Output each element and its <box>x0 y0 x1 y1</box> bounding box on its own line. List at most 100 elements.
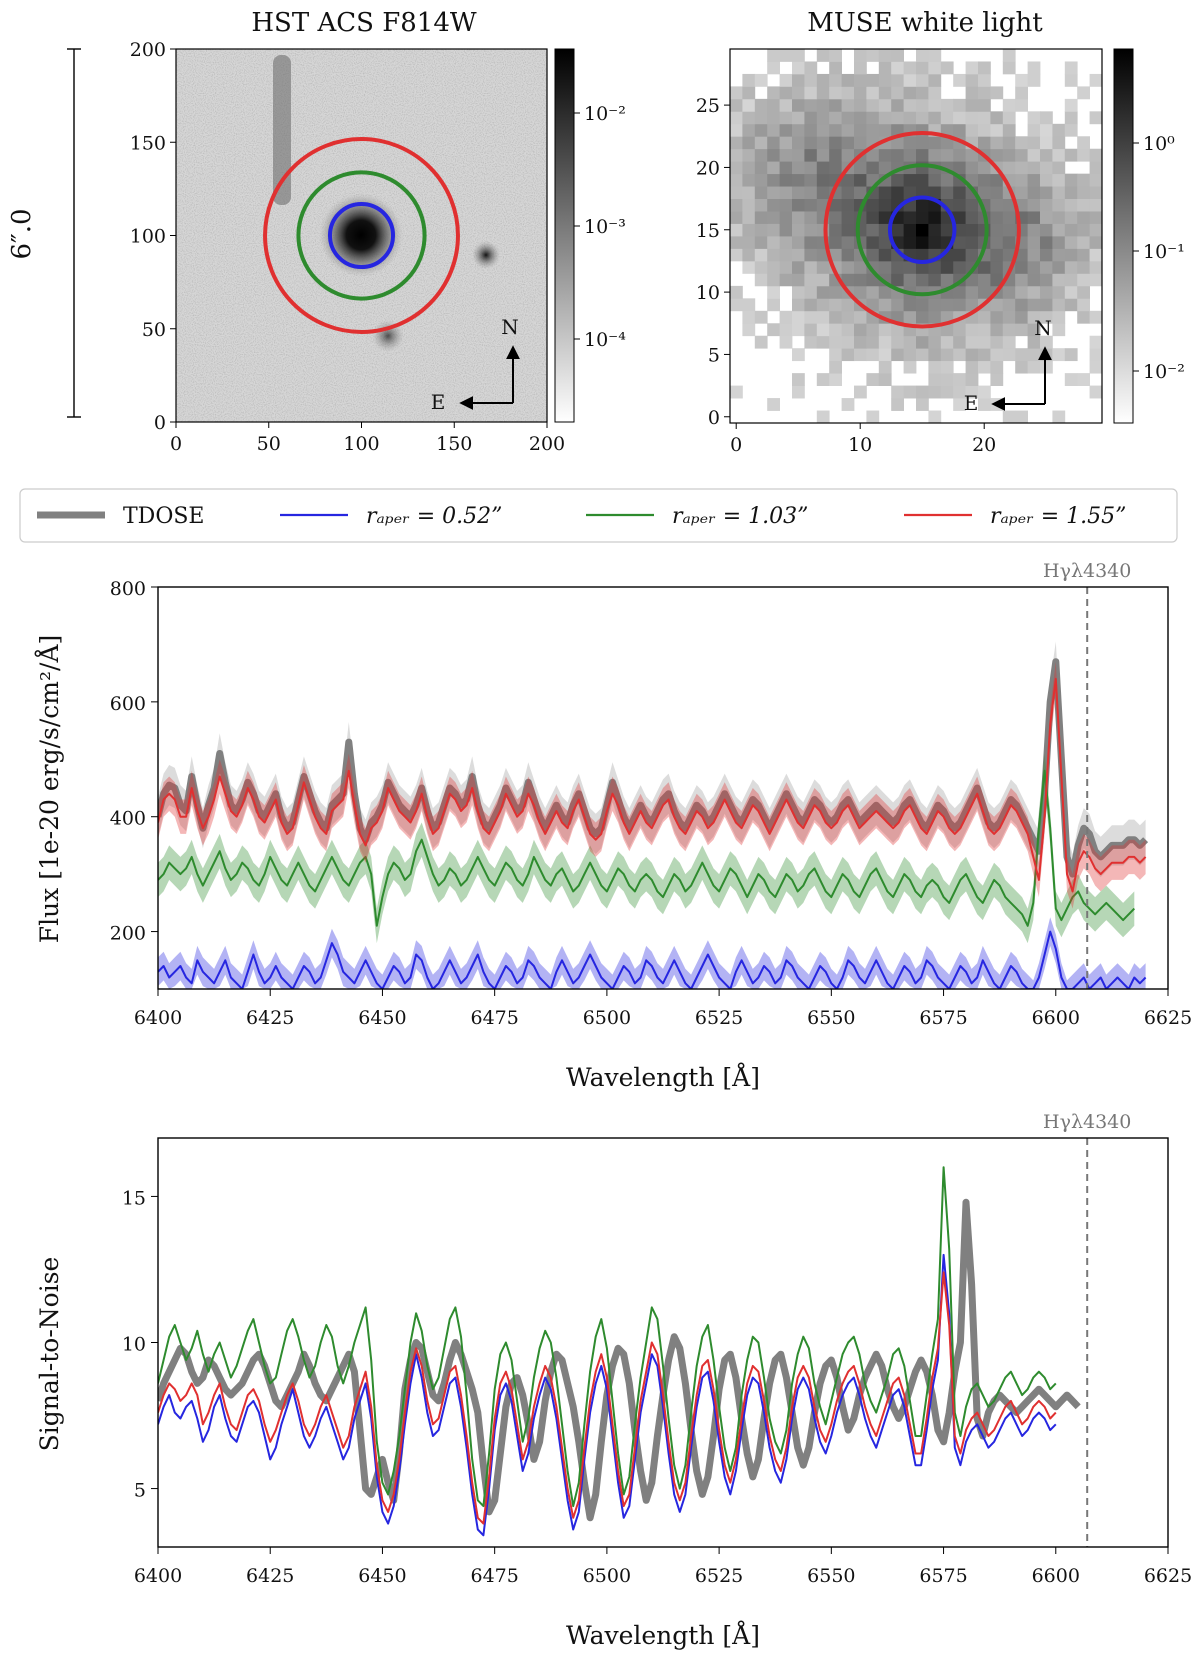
sn-line-label: Hγλ4340 <box>1043 1111 1131 1133</box>
muse-pixel <box>804 335 818 349</box>
muse-pixel <box>878 98 892 112</box>
muse-pixel <box>816 73 830 87</box>
muse-pixel <box>965 198 979 212</box>
muse-pixel <box>1015 136 1028 150</box>
hst-title: HST ACS F814W <box>251 8 477 38</box>
muse-pixel <box>767 173 780 187</box>
muse-pixel <box>804 273 818 287</box>
muse-pixel <box>841 298 855 312</box>
muse-pixel <box>940 136 954 150</box>
muse-pixel <box>829 86 842 100</box>
muse-pixel <box>1002 61 1016 75</box>
muse-pixels <box>730 49 1103 424</box>
sn-xtick-label: 6625 <box>1144 1565 1192 1587</box>
muse-pixel <box>1089 248 1103 262</box>
hst-cbar-label: 10⁻⁴ <box>584 329 626 351</box>
muse-pixel <box>1089 186 1103 199</box>
muse-pixel <box>1015 86 1028 100</box>
muse-pixel <box>792 248 805 262</box>
muse-pixel <box>953 223 966 237</box>
muse-pixel <box>804 61 818 75</box>
muse-pixel <box>841 123 855 137</box>
muse-pixel <box>829 98 842 112</box>
muse-pixel <box>916 173 929 187</box>
muse-pixel <box>854 323 867 337</box>
muse-pixel <box>928 348 942 362</box>
muse-pixel <box>940 173 954 187</box>
muse-pixel <box>1064 198 1078 212</box>
muse-pixel <box>928 273 942 287</box>
scale-bar-label: 6″.0 <box>7 208 37 259</box>
muse-pixel <box>792 161 805 175</box>
muse-pixel <box>1077 285 1090 299</box>
muse-pixel <box>854 98 867 112</box>
muse-pixel <box>1040 285 1053 299</box>
muse-pixel <box>903 260 917 274</box>
muse-pixel <box>928 236 942 249</box>
muse-pixel <box>916 260 929 274</box>
muse-pixel <box>891 111 904 125</box>
muse-pixel <box>754 310 768 324</box>
muse-pixel <box>1089 73 1103 87</box>
muse-pixel <box>916 223 929 237</box>
muse-pixel <box>978 385 991 399</box>
muse-pixel <box>854 273 867 287</box>
muse-pixel <box>1027 348 1041 362</box>
muse-pixel <box>1089 273 1103 287</box>
sn-frame <box>157 1137 1169 1548</box>
muse-pixel <box>1002 211 1016 224</box>
muse-pixel <box>866 211 880 224</box>
muse-pixel <box>804 285 818 299</box>
muse-pixel <box>854 310 867 324</box>
muse-pixel <box>878 236 892 249</box>
muse-pixel <box>953 323 966 337</box>
muse-pixel <box>866 348 880 362</box>
muse-pixel <box>1027 298 1041 312</box>
muse-pixel <box>1077 273 1090 287</box>
muse-pixel <box>903 223 917 237</box>
sn-xtick-label: 6400 <box>134 1565 182 1587</box>
muse-pixel <box>990 223 1004 237</box>
muse-pixel <box>1089 360 1103 374</box>
sn-xtick-label: 6575 <box>919 1565 967 1587</box>
muse-pixel <box>1077 248 1090 262</box>
muse-pixel <box>779 123 793 137</box>
muse-pixel <box>928 373 942 386</box>
muse-pixel <box>1040 298 1053 312</box>
legend-label-aper-155: rₐₚₑᵣ = 1.55” <box>990 504 1126 529</box>
muse-pixel <box>965 373 979 386</box>
muse-pixel <box>816 335 830 349</box>
muse-pixel <box>990 335 1004 349</box>
muse-pixel <box>928 98 942 112</box>
muse-pixel <box>841 348 855 362</box>
muse-pixel <box>829 373 842 386</box>
muse-pixel <box>1064 186 1078 199</box>
muse-pixel <box>866 123 880 137</box>
muse-pixel <box>953 186 966 199</box>
muse-pixel <box>841 73 855 87</box>
muse-pixel <box>792 198 805 212</box>
muse-pixel <box>878 248 892 262</box>
muse-pixel <box>891 223 904 237</box>
muse-pixel <box>978 285 991 299</box>
flux-series-band <box>158 917 1146 989</box>
muse-pixel <box>903 98 917 112</box>
muse-pixel <box>878 335 892 349</box>
muse-pixel <box>1027 161 1041 175</box>
muse-pixel <box>1064 148 1078 162</box>
muse-pixel <box>990 298 1004 312</box>
muse-pixel <box>841 398 855 411</box>
muse-pixel <box>965 61 979 75</box>
muse-pixel <box>866 285 880 299</box>
muse-pixel <box>829 348 842 362</box>
muse-pixel <box>1027 310 1041 324</box>
muse-apertures <box>823 131 1021 329</box>
muse-pixel <box>1064 373 1078 386</box>
muse-pixel <box>878 323 892 337</box>
muse-pixel <box>779 86 793 100</box>
muse-pixel <box>804 148 818 162</box>
muse-pixel <box>829 323 842 337</box>
muse-pixel <box>928 136 942 150</box>
muse-pixel <box>1077 211 1090 224</box>
muse-pixel <box>1040 173 1053 187</box>
